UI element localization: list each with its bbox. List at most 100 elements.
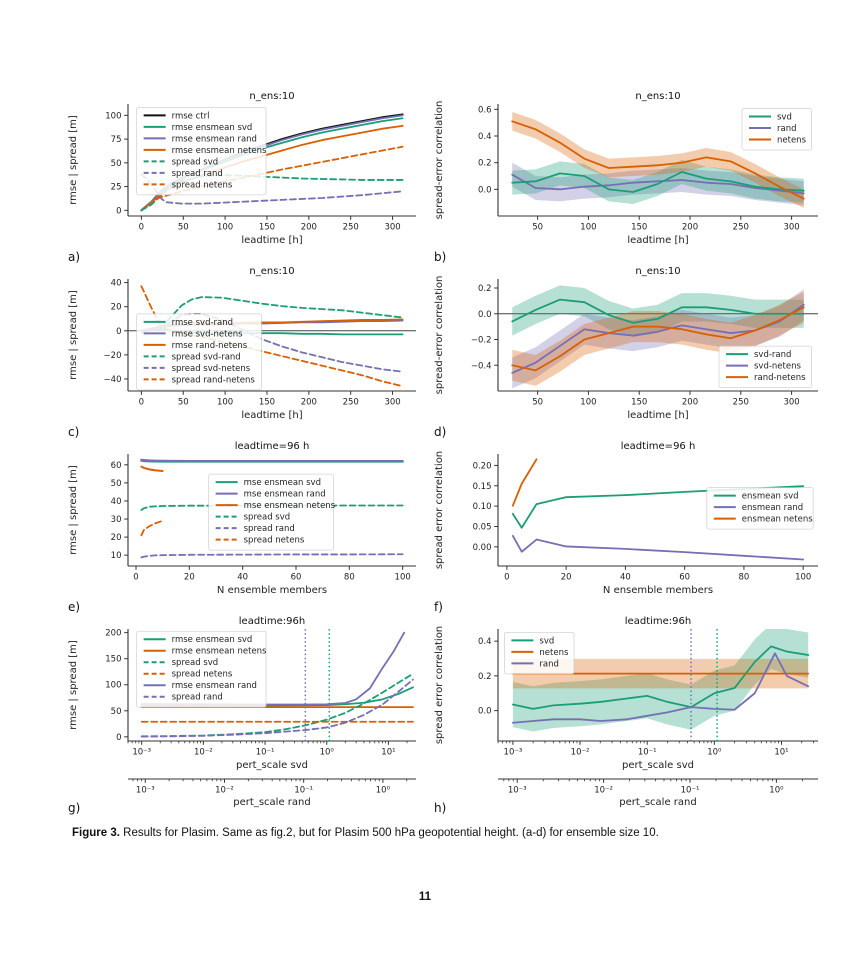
panel-label-b: b) [434,250,447,264]
svg-text:spread svd: spread svd [244,513,291,523]
page-number: 11 [418,891,432,903]
svg-text:rand: rand [539,659,559,669]
svg-text:300: 300 [384,398,400,408]
svg-text:mse ensmean netens: mse ensmean netens [244,501,336,511]
chart-d-spread-error-corr-diff: 50 100 150 200 250 300 −0.4 −0.2 0.0 0.2 n_ens:10l… [434,266,818,421]
svg-text:n_ens:10: n_ens:10 [249,91,294,102]
figure-caption-text: Results for Plasim. Same as fig.2, but f… [119,827,659,839]
svg-text:20: 20 [111,533,122,543]
svg-text:leadtime:96h: leadtime:96h [625,616,691,627]
svg-text:rmse rand-netens: rmse rand-netens [172,341,248,351]
svg-text:60: 60 [111,461,122,471]
svg-text:40: 40 [620,573,631,583]
svg-text:250: 250 [343,223,359,233]
svg-text:10⁻¹: 10⁻¹ [638,748,657,758]
svg-text:rmse svd-rand: rmse svd-rand [172,318,233,328]
svg-text:0: 0 [133,573,138,583]
svg-text:0.4: 0.4 [478,132,492,142]
svg-text:40: 40 [111,279,122,289]
svg-text:spread netens: spread netens [172,670,233,680]
svg-text:250: 250 [733,223,749,233]
svg-text:mse ensmean rand: mse ensmean rand [244,490,326,500]
chart-h-spread-error-corr-pertscale: 10⁻³ 10⁻² 10⁻¹ 10⁰ 10¹ 0.0 0.2 0.4 leadtime:96h p… [434,616,818,808]
svg-text:20: 20 [561,573,572,583]
svg-text:100: 100 [395,573,411,583]
svg-text:150: 150 [259,223,275,233]
chart-a-rmse-spread-leadtime: 0 50 100 150 200 250 300 0 25 50 75 100 n_ens:10lead… [68,91,416,246]
svg-text:spread rand: spread rand [172,693,223,703]
svg-text:100: 100 [795,573,811,583]
figure-caption: Figure 3. Results for Plasim. Same as fi… [72,827,802,839]
svg-text:50: 50 [532,398,543,408]
svg-text:pert_scale rand: pert_scale rand [233,797,310,808]
svg-text:0.0: 0.0 [478,707,492,717]
svg-text:0: 0 [139,398,144,408]
svg-text:spread svd: spread svd [172,157,219,167]
svg-text:ensmean svd: ensmean svd [742,492,799,502]
svg-text:0.20: 0.20 [473,461,492,471]
svg-text:leadtime [h]: leadtime [h] [627,410,688,421]
svg-text:pert_scale svd: pert_scale svd [622,760,694,771]
svg-text:10¹: 10¹ [774,748,788,758]
panel-label-a: a) [68,250,81,264]
svg-text:300: 300 [783,398,799,408]
svg-text:rmse ctrl: rmse ctrl [172,111,210,121]
svg-text:0.6: 0.6 [478,105,492,115]
svg-text:spread-error correlation: spread-error correlation [434,101,445,220]
svg-text:rmse ensmean svd: rmse ensmean svd [172,123,253,133]
svg-text:10⁻²: 10⁻² [594,786,613,796]
svg-text:250: 250 [733,398,749,408]
svg-text:−20: −20 [104,351,122,361]
panel-c: 0 50 100 150 200 250 300 −40 −20 0 20 40 n_ens:10 lea… [62,263,422,439]
svg-text:20: 20 [111,303,122,313]
chart-g-rmse-spread-pertscale: 10⁻³ 10⁻² 10⁻¹ 10⁰ 10¹ 0 50 100 150 200 leadtime:9… [68,616,416,808]
svg-text:spread rand-netens: spread rand-netens [172,375,256,385]
svg-text:mse ensmean svd: mse ensmean svd [244,478,321,488]
svg-text:25: 25 [111,183,122,193]
svg-text:10⁻²: 10⁻² [571,748,590,758]
svg-text:10⁰: 10⁰ [769,786,784,796]
svg-text:60: 60 [679,573,690,583]
panel-h: 10⁻³ 10⁻² 10⁻¹ 10⁰ 10¹ 0.0 0.2 0.4 leadtime:96h p… [428,613,830,815]
svg-text:leadtime [h]: leadtime [h] [241,235,302,246]
svg-text:spread-error correlation: spread-error correlation [434,276,445,395]
svg-text:10⁰: 10⁰ [707,748,722,758]
svg-text:0: 0 [116,733,121,743]
svg-text:100: 100 [105,681,121,691]
svg-text:50: 50 [111,707,122,717]
svg-text:spread netens: spread netens [172,180,233,190]
panel-label-g: g) [68,801,81,815]
svg-text:spread error correlation: spread error correlation [434,451,445,569]
svg-text:0: 0 [139,223,144,233]
svg-text:100: 100 [105,111,121,121]
svg-text:200: 200 [682,398,698,408]
panel-label-e: e) [68,600,81,614]
svg-text:10⁻¹: 10⁻¹ [256,748,275,758]
panel-a: 0 50 100 150 200 250 300 0 25 50 75 100 n_ens:10 lead… [62,88,422,264]
panel-label-h: h) [434,801,447,815]
svg-text:N ensemble members: N ensemble members [217,585,327,596]
svg-text:svd: svd [539,636,554,646]
svg-text:leadtime=96 h: leadtime=96 h [235,441,310,452]
svg-text:N ensemble members: N ensemble members [603,585,713,596]
svg-text:leadtime [h]: leadtime [h] [241,410,302,421]
svg-text:250: 250 [343,398,359,408]
svg-text:100: 100 [580,398,596,408]
svg-text:0.0: 0.0 [478,185,492,195]
svg-text:10⁻³: 10⁻³ [132,748,151,758]
svg-text:60: 60 [291,573,302,583]
svg-text:svd-netens: svd-netens [754,362,801,372]
svg-text:200: 200 [105,629,121,639]
svg-text:200: 200 [301,223,317,233]
svg-text:rand: rand [777,124,797,134]
svg-text:0.2: 0.2 [478,284,492,294]
svg-text:−0.4: −0.4 [471,361,492,371]
svg-text:50: 50 [111,479,122,489]
svg-text:150: 150 [105,655,121,665]
svg-text:leadtime:96h: leadtime:96h [239,616,305,627]
svg-text:50: 50 [178,398,189,408]
svg-text:spread error correlation: spread error correlation [434,626,445,744]
svg-text:300: 300 [783,223,799,233]
panel-f: 0 20 40 60 80 100 0.00 0.05 0.10 0.15 0.20 leadtime… [428,438,830,614]
